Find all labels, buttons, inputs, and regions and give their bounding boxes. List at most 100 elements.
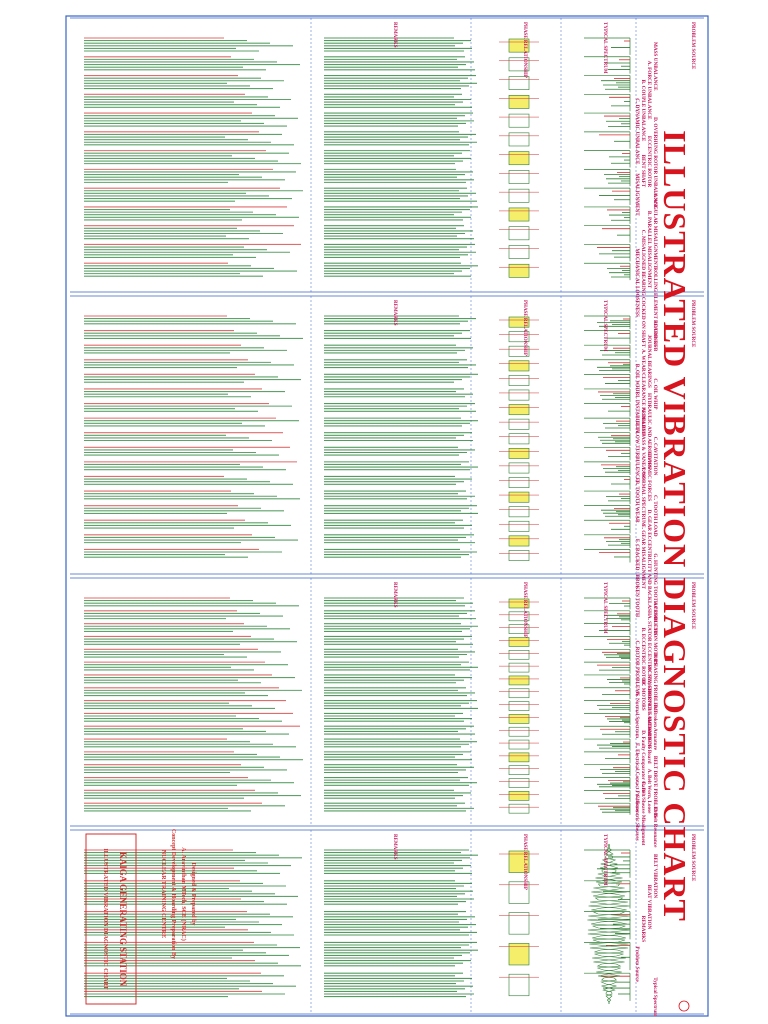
spectrum-plot: [584, 700, 631, 713]
problem-source-label: A. Belt Worn, Loose: [646, 769, 652, 814]
phase-diagram: [499, 726, 539, 737]
credits-block: Designed & Prepared byA. Aravinthan MTec…: [85, 829, 196, 1005]
column-headers: PROBLEM SOURCE TYPICAL SPECTRUM PHASE RELA…: [392, 22, 695, 890]
problem-source-label: HYDRAULIC AND AERODYNAMIC FORCES: [646, 393, 652, 501]
remarks-block: [84, 461, 478, 471]
phase-diagram: [499, 912, 539, 935]
credit-line: A. Aravinthan MTech, SCE (NRAC): [180, 847, 187, 940]
phase-diagram: [499, 151, 539, 166]
phase-diagram: [499, 491, 539, 503]
column-header: PROBLEM SOURCE: [690, 22, 695, 70]
remarks-block: [84, 505, 478, 514]
spectrum-plot: [584, 534, 631, 548]
problem-source-label: MECHANICAL LOOSENESS: [634, 248, 640, 317]
phase-diagram: [499, 462, 539, 474]
spectrum-plot: [584, 461, 631, 476]
column-header: TYPICAL SPECTRUM: [602, 300, 607, 352]
problem-source-label: D. OVERHUNG ROTOR UNBALANCE: [652, 117, 658, 209]
problem-source-label: B. OIL WHIRL INSTABILITY: [634, 364, 640, 434]
phase-diagram: [499, 688, 539, 699]
problem-source-label: ROTOR RUB: [652, 320, 658, 352]
spectrum-plot: [584, 359, 631, 373]
phase-diagram: [499, 57, 539, 72]
phase-diagram: [499, 662, 539, 673]
remarks-block: [84, 112, 474, 127]
column-header: PHASE RELATIONSHIP: [522, 300, 527, 356]
problem-source-label: REMARKS: [640, 916, 646, 943]
remarks-block: [84, 344, 473, 354]
spectrum-plot: [584, 315, 631, 330]
phase-diagram: [499, 850, 539, 873]
spectrum-plot: [584, 417, 631, 432]
problem-source-label: A. FORCE UNBALANCE: [646, 61, 652, 120]
spectrum-plot: [584, 505, 631, 519]
phase-diagram: [499, 132, 539, 147]
phase-diagram: [499, 535, 539, 547]
remarks-block: [84, 776, 477, 786]
phase-diagram: [499, 506, 539, 518]
problem-source-label: A. STATOR ECCENTRICITY, SHORTED LAMINATI…: [646, 615, 652, 750]
remarks-block: [84, 648, 475, 658]
phase-diagram: [499, 881, 539, 904]
spectrum-plot: [584, 330, 631, 344]
spectrum-plot: [584, 56, 631, 74]
spectrum-plot: [584, 972, 631, 1001]
remarks-block: [84, 700, 478, 709]
remarks-block: [84, 635, 473, 645]
spectrum-plot: [584, 344, 631, 359]
remarks-block: [84, 37, 472, 52]
column-header: REMARKS: [392, 22, 397, 48]
remarks-block: [84, 388, 473, 398]
phase-diagram: [499, 550, 539, 561]
phase-diagram: [499, 418, 539, 430]
spectrum-plot: [584, 725, 631, 738]
problem-source-label: GEARS: [646, 451, 652, 469]
phase-diagram: [499, 701, 539, 711]
problem-source-label: C. OIL WHIP: [652, 378, 658, 410]
phase-diagram: [499, 245, 539, 259]
phase-diagram: [499, 637, 539, 647]
remarks-text-blocks: [84, 37, 478, 998]
spectrum-plot: [584, 169, 631, 187]
problem-source-label: B. FLOW TURBULENCE: [634, 422, 640, 482]
problem-source-label: AC INDUCTION MOTORS: [652, 602, 658, 665]
problem-source-label: ROLLING ELEMENT BEARINGS: [652, 267, 658, 347]
spectrum-plot: [584, 751, 631, 764]
remarks-block: [84, 206, 478, 221]
credit-line: Designed & Prepared by: [190, 863, 196, 926]
problem-source-label: BENT SHAFT: [640, 155, 646, 188]
spectrum-plot: [584, 490, 631, 505]
spectrum-plot: [584, 790, 631, 802]
problem-source-label: MISALIGNMENT: [634, 173, 640, 216]
remarks-block: [84, 738, 477, 748]
problem-source-label: B. COUPLE UNBALANCE: [640, 80, 646, 142]
remarks-block: [84, 597, 473, 607]
phase-diagram: [499, 752, 539, 763]
column-header: TYPICAL SPECTRUM: [602, 22, 607, 74]
spectrum-plot: [584, 93, 631, 112]
phase-diagram: [499, 598, 539, 609]
spectrum-plot: [584, 687, 631, 700]
problem-source-label: C. Loose SCR Board: [646, 717, 652, 763]
remarks-block: [84, 623, 478, 632]
spectrum-plot: [584, 764, 631, 777]
problem-source-label: BEAT VIBRATION: [646, 885, 652, 930]
spectrum-plot: [584, 206, 631, 224]
problem-source-label: ECCENTRIC ROTOR: [646, 136, 652, 188]
phase-diagram: [499, 520, 539, 532]
problem-source-label: A. BLADE PASS & VANE PASS: [640, 408, 646, 480]
copyright-icon: [678, 1000, 690, 1012]
column-header: PROBLEM SOURCE: [690, 582, 695, 630]
phase-diagram: [499, 188, 539, 203]
spectrum-plot: [584, 623, 631, 636]
spectrum-plot: [584, 225, 631, 243]
spectrum-plot: [584, 597, 631, 610]
spectrum-plot: [584, 388, 631, 403]
phase-diagram: [499, 973, 539, 997]
column-header: PROBLEM SOURCE: [690, 834, 695, 882]
problem-source-label: AC SYNCHRONOUS MOTORS: [646, 666, 652, 740]
spectrum-plot: [584, 37, 631, 55]
spectrum-plot: [584, 112, 631, 130]
phase-diagram: [499, 611, 539, 622]
remarks-block: [84, 417, 478, 427]
